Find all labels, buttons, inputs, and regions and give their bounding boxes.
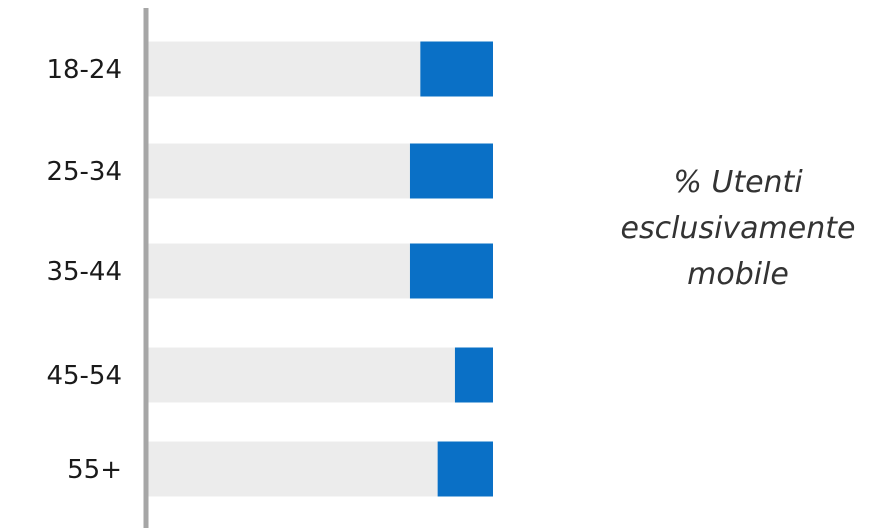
- bar-value-35-44: [409, 243, 493, 299]
- tick-label-18-24: 18-24: [46, 55, 122, 85]
- annotation-line-2: esclusivamente: [620, 211, 856, 246]
- bar-value-18-24: [420, 41, 493, 97]
- tick-label-35-44: 35-44: [46, 257, 122, 287]
- bar-remainder-55+: [147, 441, 438, 497]
- bar-value-55+: [437, 441, 493, 497]
- bar-remainder-25-34: [147, 143, 410, 199]
- annotation-line-1: % Utenti: [673, 165, 803, 200]
- bar-remainder-45-54: [147, 347, 455, 403]
- tick-label-55+: 55+: [67, 455, 122, 485]
- bar-value-25-34: [409, 143, 493, 199]
- category-labels: 18-24 25-34 35-44 45-54 55+: [46, 55, 122, 485]
- tick-label-25-34: 25-34: [46, 157, 122, 187]
- bar-value-45-54: [454, 347, 493, 403]
- bar-remainder-18-24: [147, 41, 421, 97]
- tick-label-45-54: 45-54: [46, 361, 122, 391]
- bar-remainder-35-44: [147, 243, 410, 299]
- chart-annotation: % Utenti esclusivamente mobile: [600, 160, 876, 298]
- annotation-line-3: mobile: [687, 257, 789, 292]
- bars-group: [147, 41, 493, 497]
